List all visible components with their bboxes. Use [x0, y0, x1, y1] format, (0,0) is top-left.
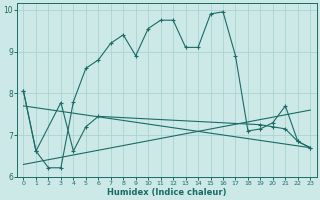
X-axis label: Humidex (Indice chaleur): Humidex (Indice chaleur)	[107, 188, 227, 197]
